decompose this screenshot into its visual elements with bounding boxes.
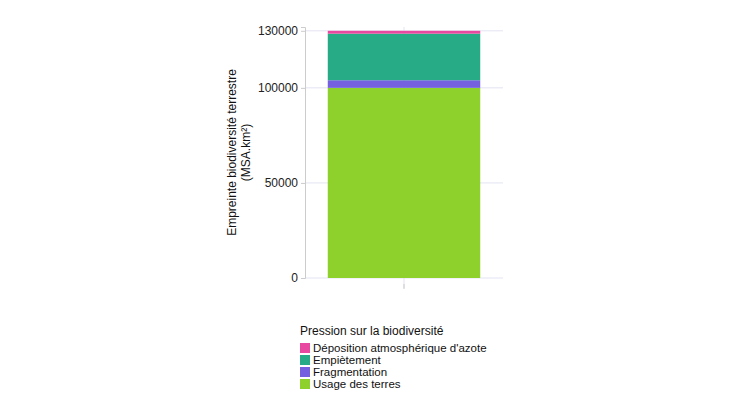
legend-title: Pression sur la biodiversité <box>300 324 444 338</box>
legend-label: Usage des terres <box>313 378 401 390</box>
tick-label: 130000 <box>258 24 298 38</box>
tick: 0 <box>291 271 305 285</box>
chart: 0 50000 100000 130000 Empreinte biodiversité… <box>0 0 730 410</box>
tick-mark <box>301 278 305 279</box>
tick-label: 0 <box>291 271 298 285</box>
y-axis: 0 50000 100000 130000 <box>258 24 306 285</box>
legend-label: Déposition atmosphérique d'azote <box>313 342 487 354</box>
y-axis-title: Empreinte biodiversité terrestre(MSA.km²… <box>225 69 253 236</box>
tick-mark <box>301 88 305 89</box>
legend-label: Fragmentation <box>313 366 387 378</box>
legend-label: Empiètement <box>313 354 382 366</box>
legend-swatch <box>300 355 310 365</box>
tick-label: 100000 <box>258 81 298 95</box>
tick-mark <box>301 31 305 32</box>
tick: 50000 <box>265 176 305 190</box>
legend: Pression sur la biodiversité Déposition a… <box>300 324 487 390</box>
tick-mark <box>404 284 405 289</box>
bar-segment <box>328 31 480 34</box>
tick <box>404 284 405 289</box>
tick: 100000 <box>258 81 305 95</box>
tick: 130000 <box>258 24 305 38</box>
bar-segment <box>328 88 480 278</box>
bars <box>328 31 480 278</box>
tick-label: 50000 <box>265 176 299 190</box>
grid <box>305 27 503 288</box>
axis-line <box>301 28 306 279</box>
legend-swatch <box>300 343 310 353</box>
legend-swatch <box>300 379 310 389</box>
bar-segment <box>328 80 480 88</box>
legend-swatch <box>300 367 310 377</box>
x-axis <box>404 284 405 289</box>
tick-mark <box>301 183 305 184</box>
bar-segment <box>328 34 480 81</box>
